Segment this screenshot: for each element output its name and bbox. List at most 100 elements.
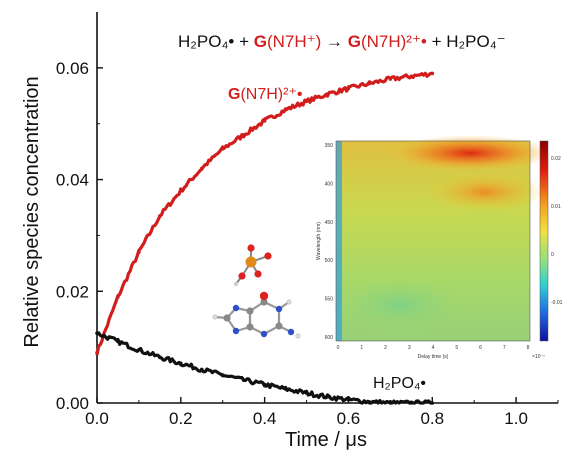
data-point-phosphate-radical bbox=[158, 355, 162, 359]
y-tick-label: 0.06 bbox=[56, 59, 89, 78]
carbon-atom bbox=[246, 307, 254, 315]
data-point-phosphate-radical bbox=[199, 367, 204, 372]
data-point-guanine-radical bbox=[430, 71, 435, 76]
x-tick-label: 0.8 bbox=[420, 409, 444, 428]
inset-x-tick-label: 7 bbox=[503, 345, 506, 351]
inset-x-multiplier: ×10⁻⁷ bbox=[532, 354, 545, 360]
inset-cool-region bbox=[330, 275, 470, 335]
inset-colorbar bbox=[539, 140, 549, 342]
data-point-guanine-radical bbox=[158, 214, 162, 218]
series-layer bbox=[95, 71, 435, 405]
data-point-phosphate-radical bbox=[220, 373, 225, 377]
data-point-guanine-radical bbox=[241, 133, 246, 137]
carbon-atom bbox=[260, 298, 268, 306]
data-point-guanine-radical bbox=[199, 166, 204, 171]
oxygen-atom bbox=[259, 291, 269, 301]
nitrogen-atom bbox=[287, 328, 295, 336]
colorbar-tick-label: 0 bbox=[551, 252, 554, 258]
inset-x-tick-label: 4 bbox=[432, 345, 435, 351]
data-point-guanine-radical bbox=[220, 147, 225, 151]
molecule-illustration bbox=[212, 244, 301, 339]
inset-early-edge bbox=[336, 141, 342, 341]
inset-y-tick-label: 400 bbox=[325, 181, 334, 187]
x-tick-label: 0.0 bbox=[85, 409, 109, 428]
colorbar-tick-label: -0.01 bbox=[551, 300, 563, 306]
data-point-phosphate-radical bbox=[304, 391, 309, 395]
inset-x-tick-label: 0 bbox=[337, 345, 340, 351]
inset-hotspot-mid bbox=[425, 172, 545, 212]
data-point-phosphate-radical bbox=[262, 382, 267, 387]
data-point-guanine-radical bbox=[283, 107, 288, 112]
data-point-phosphate-radical bbox=[430, 401, 435, 405]
data-point-guanine-radical bbox=[137, 250, 141, 254]
nitrogen-atom bbox=[232, 327, 240, 335]
oxygen-atom bbox=[254, 270, 262, 278]
data-point-guanine-radical bbox=[116, 295, 120, 299]
data-point-phosphate-radical bbox=[95, 331, 99, 335]
series-line-phosphate-radical bbox=[95, 331, 433, 405]
inset-y-tick-label: 600 bbox=[325, 335, 334, 341]
nitrogen-atom bbox=[260, 330, 268, 338]
carbon-atom bbox=[223, 314, 231, 322]
inset-y-title: Wavelength (nm) bbox=[316, 222, 322, 260]
inset-y-tick-label: 450 bbox=[325, 220, 334, 226]
phosphorus-atom bbox=[245, 256, 257, 268]
data-point-guanine-radical bbox=[262, 119, 267, 123]
hydrogen-atom bbox=[295, 333, 301, 339]
carbon-atom bbox=[275, 322, 283, 330]
x-tick-label: 1.0 bbox=[504, 409, 528, 428]
data-point-guanine-radical bbox=[325, 92, 330, 96]
inset-x-tick-label: 8 bbox=[527, 345, 530, 351]
oxygen-atom bbox=[247, 244, 255, 252]
inset-heatmap: 0 1 2 3 4 5 6 7 8 350 400 450 500 550 600 0.02 0.01 0 -0.0… bbox=[316, 135, 563, 360]
data-point-guanine-radical bbox=[304, 99, 309, 104]
series-label-guanine: G(N7H)²⁺• bbox=[228, 86, 303, 103]
inset-y-tick-label: 350 bbox=[325, 143, 334, 149]
carbon-atom bbox=[246, 323, 254, 331]
y-tick-label: 0.02 bbox=[56, 282, 89, 301]
data-point-phosphate-radical bbox=[325, 395, 330, 399]
oxygen-atom bbox=[238, 272, 246, 280]
data-point-guanine-radical bbox=[409, 74, 414, 79]
data-point-phosphate-radical bbox=[346, 397, 351, 402]
colorbar-tick-label: 0.02 bbox=[551, 156, 561, 162]
inset-x-tick-label: 5 bbox=[455, 345, 458, 351]
data-point-guanine-radical bbox=[346, 86, 351, 91]
inset-x-title: Delay time (s) bbox=[418, 354, 449, 360]
data-point-phosphate-radical bbox=[137, 348, 141, 352]
data-point-phosphate-radical bbox=[116, 339, 120, 344]
data-point-phosphate-radical bbox=[241, 378, 246, 382]
inset-hotspot-top bbox=[388, 135, 552, 171]
x-axis-title: Time / μs bbox=[285, 429, 367, 451]
data-point-guanine-radical bbox=[367, 81, 372, 86]
inset-x-tick-label: 3 bbox=[408, 345, 411, 351]
reaction-equation: H₂PO₄• + G(N7H⁺) → G(N7H)²⁺• + H₂PO₄⁻ bbox=[178, 32, 506, 51]
x-tick-label: 0.4 bbox=[253, 409, 277, 428]
hydrogen-atom bbox=[233, 281, 239, 287]
inset-y-tick-label: 500 bbox=[325, 258, 334, 264]
inset-frame bbox=[335, 140, 531, 342]
inset-x-tick-label: 2 bbox=[384, 345, 387, 351]
data-point-phosphate-radical bbox=[388, 401, 393, 405]
hydrogen-atom bbox=[286, 299, 292, 305]
nitrogen-atom bbox=[232, 304, 240, 312]
inset-x-tick-label: 1 bbox=[360, 345, 363, 351]
data-point-guanine-radical bbox=[179, 188, 183, 193]
inset-x-tick-label: 6 bbox=[479, 345, 482, 351]
data-point-phosphate-radical bbox=[283, 387, 288, 391]
inset-y-tick-label: 550 bbox=[325, 297, 334, 303]
data-point-phosphate-radical bbox=[179, 361, 183, 366]
data-point-phosphate-radical bbox=[367, 400, 372, 404]
colorbar-tick-label: 0.01 bbox=[551, 204, 561, 210]
hydrogen-atom bbox=[212, 314, 218, 320]
data-point-guanine-radical bbox=[388, 77, 393, 81]
y-tick-label: 0.00 bbox=[56, 394, 89, 413]
y-axis-title: Relative species concentration bbox=[21, 76, 43, 347]
oxygen-atom bbox=[264, 252, 272, 260]
x-tick-label: 0.6 bbox=[337, 409, 361, 428]
data-point-guanine-radical bbox=[95, 350, 99, 355]
data-point-phosphate-radical bbox=[409, 401, 414, 405]
plot-axes bbox=[96, 12, 558, 404]
y-tick-label: 0.04 bbox=[56, 171, 89, 190]
